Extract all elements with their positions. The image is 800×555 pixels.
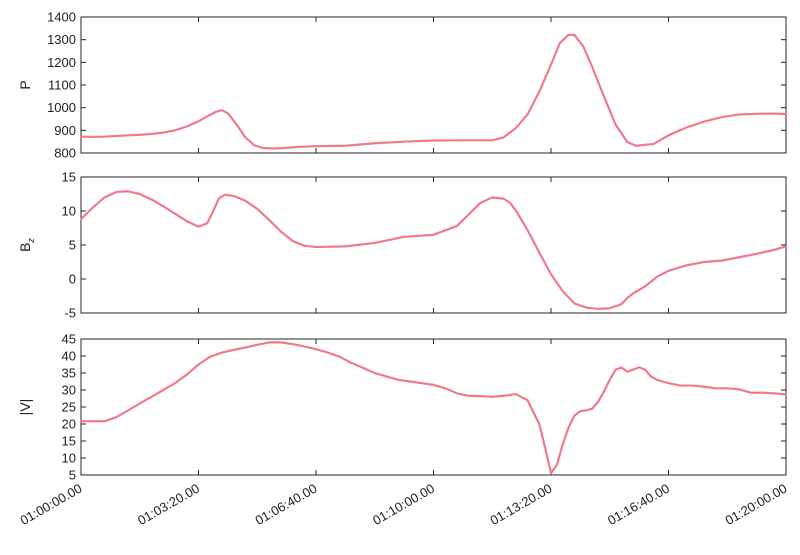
y-axis-label-main: |V| bbox=[17, 399, 33, 416]
y-tick-label: 15 bbox=[62, 434, 76, 449]
x-tick-label: 01:13:20.00 bbox=[488, 481, 555, 528]
y-tick-label: 5 bbox=[69, 238, 76, 253]
y-tick-label: 20 bbox=[62, 417, 76, 432]
y-tick-label: 10 bbox=[62, 204, 76, 219]
y-tick-label: 35 bbox=[62, 366, 76, 381]
x-tick-label: 01:16:40.00 bbox=[605, 481, 672, 528]
y-tick-label: 10 bbox=[62, 451, 76, 466]
panel-frame bbox=[80, 338, 787, 476]
y-tick-label: 25 bbox=[62, 400, 76, 415]
x-tick-label: 01:03:20.00 bbox=[135, 481, 202, 528]
y-tick-label: 5 bbox=[69, 468, 76, 483]
y-tick-label: 1200 bbox=[47, 55, 76, 70]
x-tick-label: 01:10:00.00 bbox=[370, 481, 437, 528]
panel-frame bbox=[80, 16, 787, 154]
series-line-1 bbox=[79, 33, 788, 150]
y-axis-label: P bbox=[17, 80, 33, 89]
panel-1: 800 900 1000 1100 1200 1300 1400 P bbox=[17, 10, 788, 161]
series-line-2 bbox=[79, 190, 788, 311]
x-tick-label: 01:20:00.00 bbox=[723, 481, 790, 528]
y-tick-label: 1100 bbox=[48, 78, 76, 93]
y-tick-label: 0 bbox=[69, 272, 76, 287]
y-axis-label: |V| bbox=[17, 399, 33, 416]
y-tick-label: 1000 bbox=[47, 100, 76, 115]
x-axis: 01:00:00.00 01:03:20.00 01:06:40.00 01:10:0… bbox=[18, 481, 790, 528]
y-tick-label: 800 bbox=[54, 146, 76, 161]
y-tick-label: 900 bbox=[54, 123, 76, 138]
y-tick-label: 30 bbox=[62, 383, 76, 398]
y-axis-label: Bz bbox=[17, 238, 36, 252]
y-axis-label-main: B bbox=[17, 243, 33, 252]
y-tick-label: 40 bbox=[62, 349, 76, 364]
y-tick-label: 1400 bbox=[47, 10, 76, 25]
x-tick-label: 01:00:00.00 bbox=[18, 481, 85, 528]
y-tick-label: 45 bbox=[62, 332, 76, 347]
y-axis-label-subscript: z bbox=[26, 238, 36, 244]
x-tick-label: 01:06:40.00 bbox=[253, 481, 320, 528]
panel-2: -5 0 5 10 15 Bz bbox=[17, 170, 788, 321]
panel-frame bbox=[80, 176, 787, 314]
panel-3: 5 10 15 20 25 30 35 40 45 |V| bbox=[17, 332, 788, 483]
series-line-3 bbox=[79, 341, 788, 475]
y-tick-label: 1300 bbox=[47, 32, 76, 47]
y-tick-label: -5 bbox=[64, 306, 76, 321]
y-tick-label: 15 bbox=[62, 170, 76, 185]
panels-layer: 800 900 1000 1100 1200 1300 1400 P -5 0 5 10 15 Bz 5 10… bbox=[17, 10, 788, 483]
y-axis-label-main: P bbox=[17, 80, 33, 89]
